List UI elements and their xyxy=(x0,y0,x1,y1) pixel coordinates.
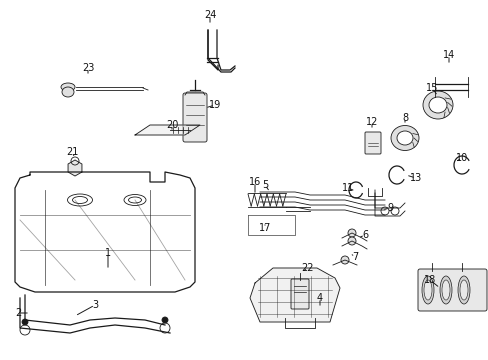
Text: 14: 14 xyxy=(442,50,454,60)
Text: 23: 23 xyxy=(81,63,94,73)
Text: 19: 19 xyxy=(208,100,221,110)
Polygon shape xyxy=(135,125,200,135)
Circle shape xyxy=(162,317,168,323)
FancyBboxPatch shape xyxy=(364,132,380,154)
Text: 2: 2 xyxy=(15,308,21,318)
Text: 22: 22 xyxy=(301,263,314,273)
Ellipse shape xyxy=(422,91,452,119)
FancyBboxPatch shape xyxy=(183,93,206,142)
Text: 18: 18 xyxy=(423,275,435,285)
Text: 10: 10 xyxy=(455,153,467,163)
Polygon shape xyxy=(249,268,339,322)
Ellipse shape xyxy=(421,276,433,304)
Ellipse shape xyxy=(439,276,451,304)
Text: 5: 5 xyxy=(262,180,267,190)
Text: 17: 17 xyxy=(258,223,271,233)
Ellipse shape xyxy=(457,276,469,304)
Text: 24: 24 xyxy=(203,10,216,20)
FancyBboxPatch shape xyxy=(290,279,308,309)
Ellipse shape xyxy=(441,280,449,300)
Text: 8: 8 xyxy=(401,113,407,123)
Circle shape xyxy=(340,256,348,264)
Ellipse shape xyxy=(423,280,431,300)
Text: 3: 3 xyxy=(92,300,98,310)
Text: 15: 15 xyxy=(425,83,437,93)
Ellipse shape xyxy=(459,280,467,300)
Circle shape xyxy=(347,229,355,237)
Text: 11: 11 xyxy=(341,183,353,193)
FancyBboxPatch shape xyxy=(417,269,486,311)
Ellipse shape xyxy=(61,83,75,91)
Text: 12: 12 xyxy=(365,117,377,127)
Circle shape xyxy=(22,319,28,325)
Text: 6: 6 xyxy=(361,230,367,240)
Text: 7: 7 xyxy=(351,252,357,262)
Polygon shape xyxy=(68,160,82,176)
Circle shape xyxy=(347,237,355,245)
Text: 20: 20 xyxy=(165,120,178,130)
Ellipse shape xyxy=(62,87,74,97)
Ellipse shape xyxy=(390,126,418,150)
Text: 13: 13 xyxy=(409,173,421,183)
Ellipse shape xyxy=(428,97,446,113)
Ellipse shape xyxy=(396,131,412,145)
Text: 1: 1 xyxy=(105,248,111,258)
Text: 21: 21 xyxy=(66,147,78,157)
Text: 16: 16 xyxy=(248,177,261,187)
Text: 4: 4 xyxy=(316,293,323,303)
Text: 9: 9 xyxy=(386,203,392,213)
